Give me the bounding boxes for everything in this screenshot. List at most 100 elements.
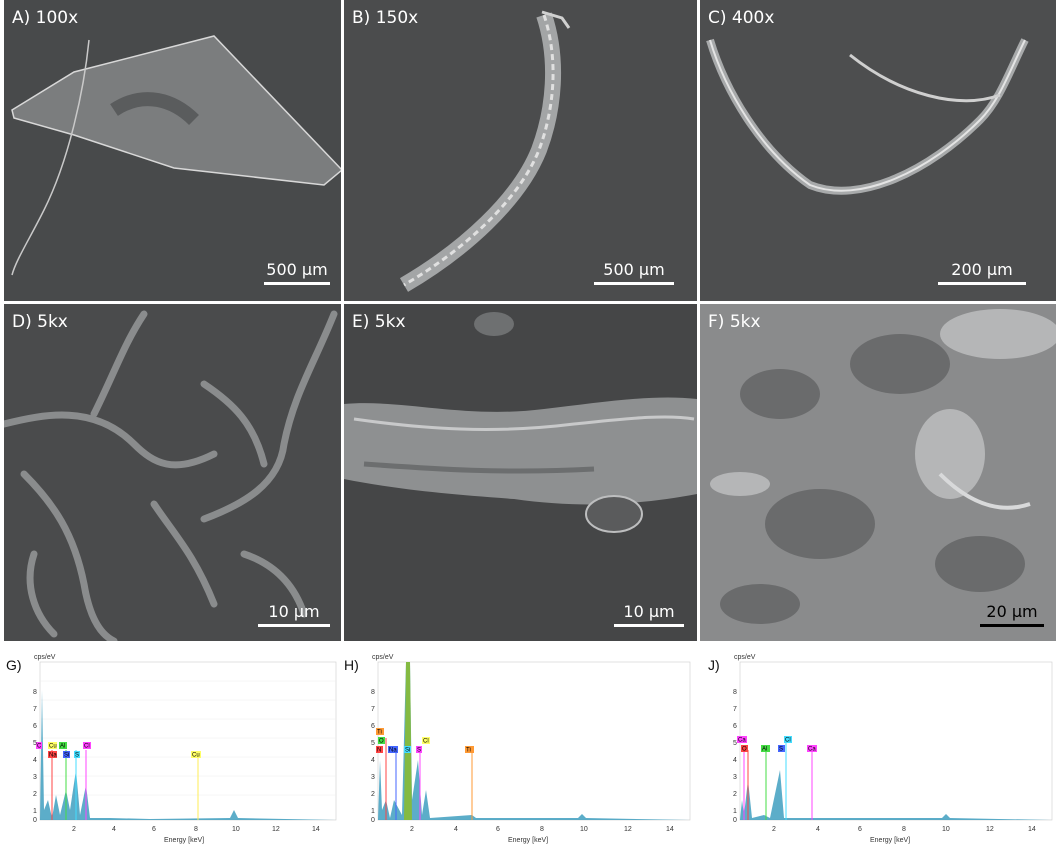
y-tick: 8 (371, 689, 375, 696)
y-tick: 0 (33, 817, 37, 824)
y-tick: 5 (371, 740, 375, 747)
y-tick: 5 (733, 740, 737, 747)
y-tick: 3 (733, 774, 737, 781)
y-tick: 1 (733, 808, 737, 815)
y-tick: 7 (371, 706, 375, 713)
y-tick: 2 (733, 791, 737, 798)
x-tick: 10 (232, 826, 240, 833)
x-ticks: 2 4 6 8 10 12 14 (410, 826, 674, 833)
element-tag: Ca (738, 738, 746, 744)
element-tag: Al (60, 744, 65, 750)
y-tick: 0 (371, 817, 375, 824)
element-tag: Ti (377, 730, 382, 736)
spectrum-label-j: J) (708, 657, 720, 673)
scale-bar: 500 µm (594, 260, 674, 285)
scale-line (614, 624, 684, 627)
x-ticks: 2 4 6 8 10 12 14 (772, 826, 1036, 833)
x-tick: 12 (624, 826, 632, 833)
sem-panel-e: E) 5kx 10 µm (344, 304, 697, 641)
scale-line (264, 282, 330, 285)
y-tick: 2 (33, 791, 37, 798)
panel-label: F) 5kx (708, 312, 761, 332)
x-tick: 8 (902, 826, 906, 833)
sem-panel-f: F) 5kx 20 µm (700, 304, 1056, 641)
element-tag: Cl (785, 738, 791, 744)
scale-line (258, 624, 330, 627)
element-tag: Na (389, 748, 397, 754)
x-tick: 2 (72, 826, 76, 833)
scale-line (594, 282, 674, 285)
element-tag: C (37, 744, 42, 750)
spectrum-j: cps/eV Ca O Al S Cl Ca 8 7 6 5 4 3 2 1 0… (730, 650, 1056, 845)
sem-panel-a: A) 100x 500 µm (4, 0, 341, 301)
y-tick: 7 (733, 706, 737, 713)
sem-image-c (700, 0, 1056, 301)
x-tick: 14 (312, 826, 320, 833)
panel-label: D) 5kx (12, 312, 68, 332)
spectrum-h: cps/eV Ti O N Na Si S Cl Ti 8 7 6 5 4 3 … (368, 650, 694, 845)
x-tick: 6 (152, 826, 156, 833)
scale-line (938, 282, 1026, 285)
sem-image-b (344, 0, 697, 301)
x-tick: 6 (496, 826, 500, 833)
y-ticks: 8 7 6 5 4 3 2 1 0 (33, 689, 37, 824)
x-axis-label: Energy [keV] (164, 837, 204, 844)
x-axis-label: Energy [keV] (870, 837, 910, 844)
scale-bar: 500 µm (264, 260, 330, 285)
element-tag: Al (762, 747, 767, 753)
element-tag: Cl (84, 744, 90, 750)
y-unit: cps/eV (372, 654, 394, 661)
y-tick: 6 (371, 723, 375, 730)
y-tick: 1 (33, 808, 37, 815)
element-tags-j: Ca O Al S Cl Ca (737, 736, 817, 753)
sem-image-a (4, 0, 341, 301)
panel-label: C) 400x (708, 8, 775, 28)
element-tag: Ca (808, 747, 816, 753)
element-tags-g: C Cu Al Na Si S Cl Cu (36, 742, 201, 759)
y-tick: 1 (371, 808, 375, 815)
y-tick: 3 (33, 774, 37, 781)
sem-image-f (700, 304, 1056, 641)
element-tag: Cl (423, 739, 429, 745)
element-tags-h: Ti O N Na Si S Cl Ti (376, 728, 474, 754)
panel-label: A) 100x (12, 8, 79, 28)
spectrum-chart-h: cps/eV Ti O N Na Si S Cl Ti 8 7 6 5 4 3 … (371, 654, 691, 844)
x-tick: 8 (540, 826, 544, 833)
x-tick: 12 (986, 826, 994, 833)
panel-label: E) 5kx (352, 312, 406, 332)
element-tag: O (742, 747, 747, 753)
element-tag: S (417, 748, 421, 754)
sem-image-e (344, 304, 697, 641)
x-ticks: 2 4 6 8 10 12 14 (72, 826, 320, 833)
element-tag: S (75, 753, 79, 759)
y-tick: 2 (371, 791, 375, 798)
y-tick: 4 (371, 757, 375, 764)
scale-bar: 10 µm (258, 602, 330, 627)
y-unit: cps/eV (734, 654, 756, 661)
x-tick: 10 (580, 826, 588, 833)
scale-line (980, 624, 1044, 627)
x-tick: 4 (816, 826, 820, 833)
spectrum-label-g: G) (6, 657, 22, 673)
x-tick: 2 (410, 826, 414, 833)
spectrum-chart-g: cps/eV C Cu Al Na Si S Cl Cu 8 7 6 5 4 (33, 654, 337, 844)
scale-bar: 20 µm (980, 602, 1044, 627)
element-tag: Si (64, 753, 69, 759)
scale-text: 200 µm (951, 260, 1013, 279)
spectrum-chart-j: cps/eV Ca O Al S Cl Ca 8 7 6 5 4 3 2 1 0… (733, 654, 1053, 844)
y-tick: 8 (33, 689, 37, 696)
x-tick: 8 (194, 826, 198, 833)
y-tick: 7 (33, 706, 37, 713)
y-tick: 5 (33, 740, 37, 747)
x-tick: 4 (112, 826, 116, 833)
sem-panel-c: C) 400x 200 µm (700, 0, 1056, 301)
scale-text: 500 µm (603, 260, 665, 279)
element-tag: Si (405, 748, 410, 754)
x-tick: 6 (858, 826, 862, 833)
panel-label: B) 150x (352, 8, 419, 28)
scale-text: 10 µm (268, 602, 320, 621)
spectrum-label-h: H) (344, 657, 359, 673)
scale-text: 20 µm (986, 602, 1038, 621)
y-tick: 4 (733, 757, 737, 764)
y-tick: 8 (733, 689, 737, 696)
